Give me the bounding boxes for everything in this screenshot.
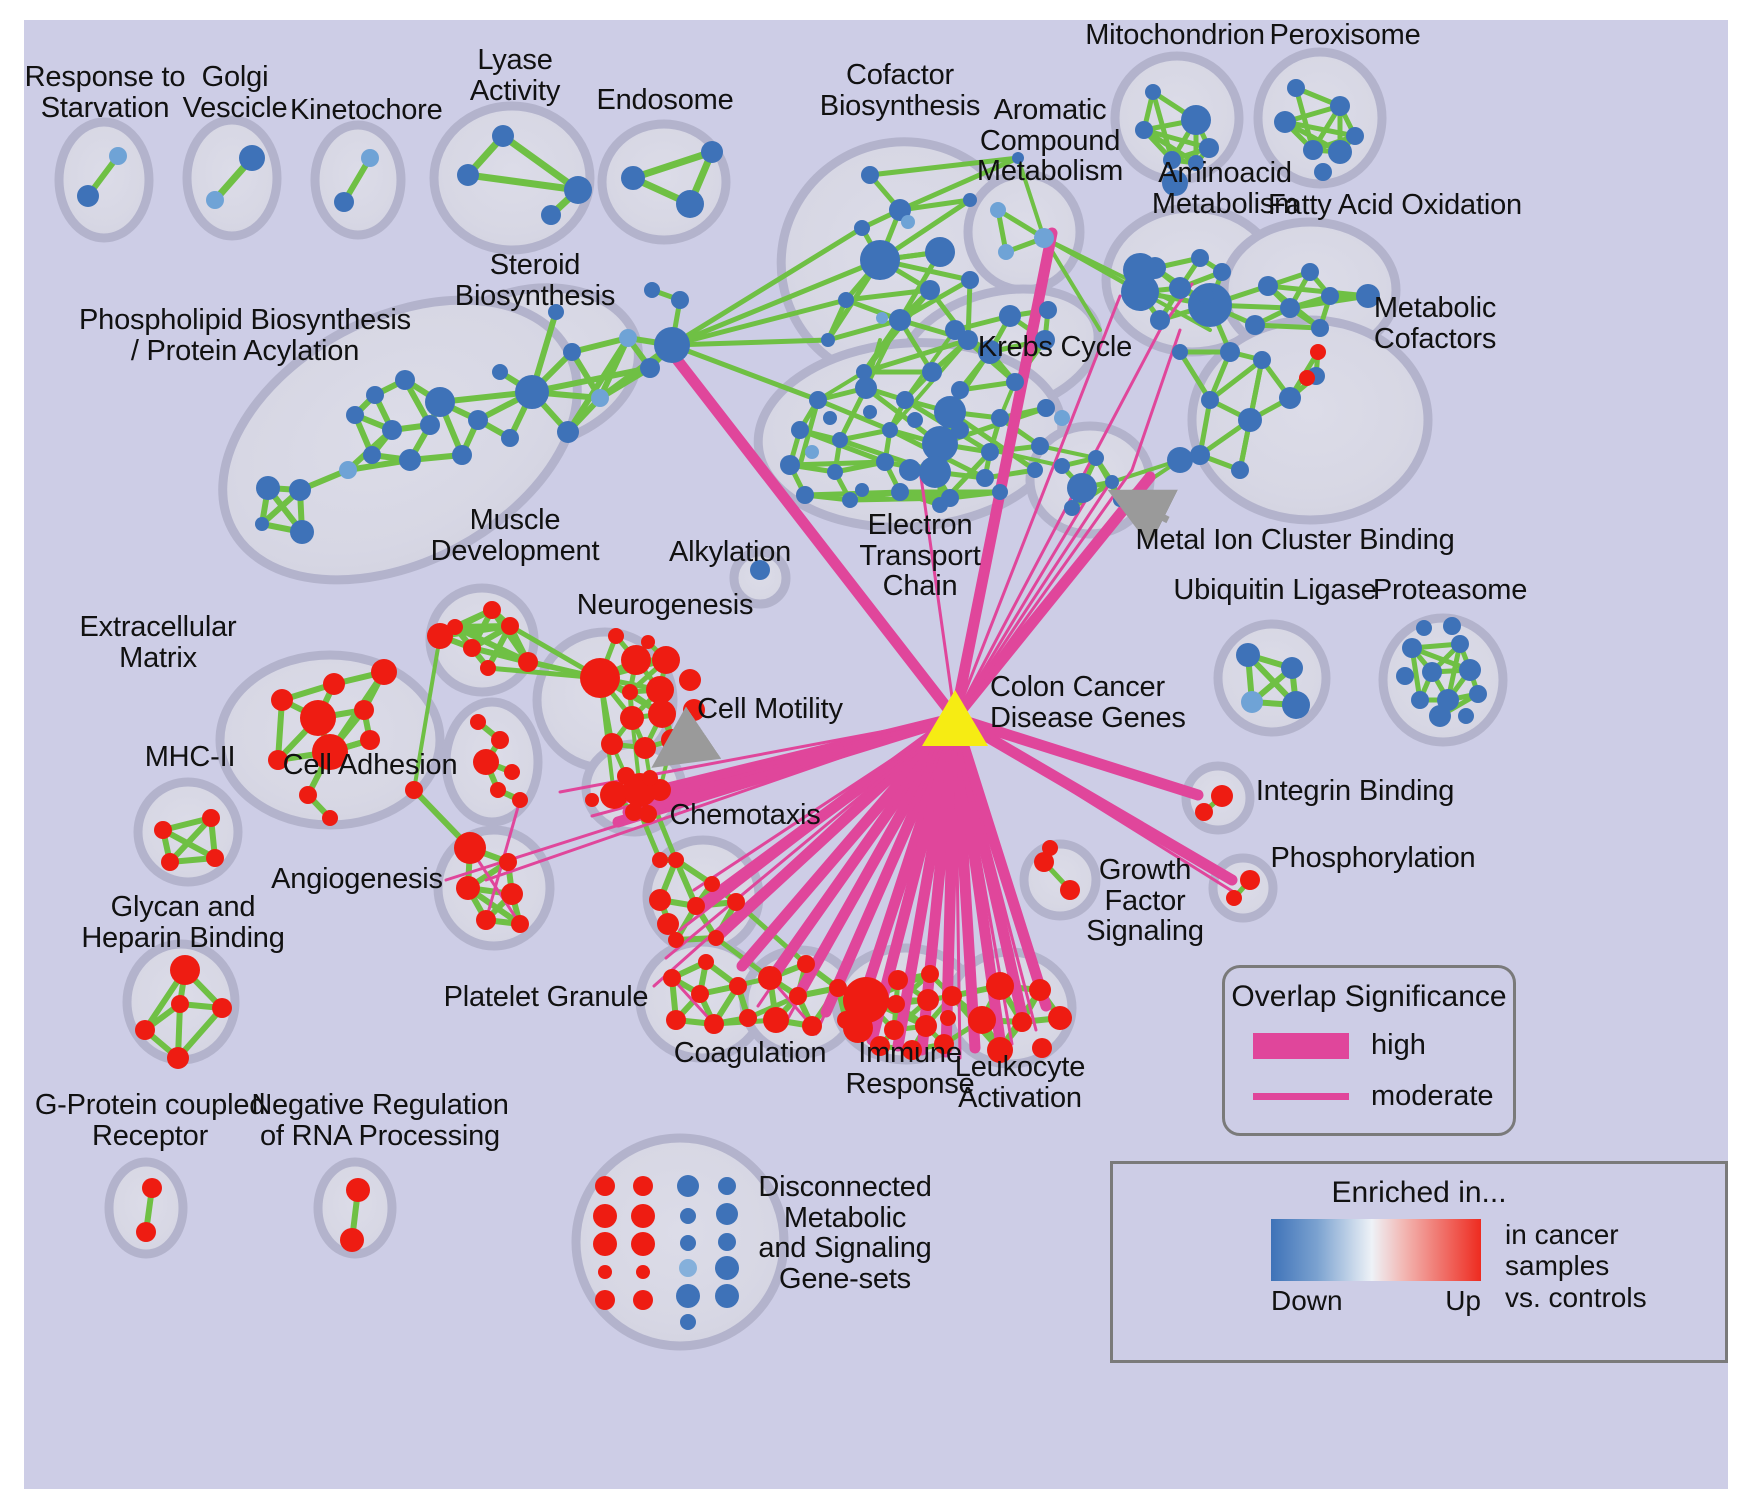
legend-swatch-moderate [1253,1093,1349,1100]
halo-response-to-starvation [54,117,154,243]
label-endosome: Endosome [596,84,734,116]
halo-mhc-ii [133,777,243,887]
label-cell-adhesion: Cell Adhesion [282,749,458,781]
arrow-cell-motility [651,706,722,768]
legend-enriched-caption: in cancer samples vs. controls [1505,1219,1647,1313]
label-chemotaxis: Chemotaxis [669,799,821,831]
label-immune-response: Immune Response [845,1037,975,1100]
label-growth-factor-signaling: Growth Factor Signaling [1086,854,1204,948]
annotation-arrows [651,489,1178,768]
legend-label-high: high [1371,1029,1426,1061]
legend-enriched-in: Enriched in... Down Up in cancer samples… [1110,1161,1728,1363]
label-phosphorylation: Phosphorylation [1270,842,1476,874]
label-angiogenesis: Angiogenesis [271,863,443,895]
label-metal-ion-cluster-binding: Metal Ion Cluster Binding [1135,524,1455,556]
label-mitochondrion: Mitochondrion [1085,19,1265,51]
label-glycan-heparin-binding: Glycan and Heparin Binding [81,891,285,954]
label-disconnected-gene-sets: Disconnected Metabolic and Signaling Gen… [758,1171,932,1296]
label-kinetochore: Kinetochore [290,94,443,126]
label-lyase-activity: Lyase Activity [469,44,561,107]
label-peroxisome: Peroxisome [1269,19,1421,51]
label-platelet-granule: Platelet Granule [443,981,649,1013]
legend-label-up: Up [1445,1285,1481,1316]
label-phospholipid-biosynthesis: Phospholipid Biosynthesis / Protein Acyl… [79,304,411,367]
legend-overlap-title: Overlap Significance [1231,980,1507,1013]
legend-label-moderate: moderate [1371,1080,1494,1112]
label-golgi-vescicle: Golgi Vescicle [182,61,288,124]
label-response-to-starvation: Response to Starvation [24,61,186,124]
label-leukocyte-activation: Leukocyte Activation [954,1051,1086,1114]
label-colon-cancer-disease-genes: Colon Cancer Disease Genes [990,671,1186,734]
legend-overlap-item-moderate: moderate [1253,1080,1513,1113]
label-ubiquitin-ligase: Ubiquitin Ligase [1173,574,1377,606]
label-cell-motility: Cell Motility [697,693,843,725]
label-integrin-binding: Integrin Binding [1255,775,1455,807]
hub-triangle-colon-cancer-disease-genes[interactable] [922,690,988,746]
label-aromatic-compound-metabolism: Aromatic Compound Metabolism [976,94,1124,188]
label-cofactor-biosynthesis: Cofactor Biosynthesis [819,59,981,122]
label-proteasome: Proteasome [1372,574,1528,606]
label-krebs-cycle: Krebs Cycle [977,331,1133,363]
label-steroid-biosynthesis: Steroid Biosynthesis [454,249,616,312]
label-negative-regulation-rna: Negative Regulation of RNA Processing [251,1089,509,1152]
label-muscle-development: Muscle Development [430,504,600,567]
legend-swatch-high [1253,1032,1349,1059]
label-neurogenesis: Neurogenesis [576,589,754,621]
label-electron-transport-chain: Electron Transport Chain [859,509,981,603]
legend-enriched-title: Enriched in... [1331,1176,1507,1209]
label-mhc-ii: MHC-II [144,741,236,773]
arrow-metal-ion [1107,489,1178,547]
label-fatty-acid-oxidation: Fatty Acid Oxidation [1268,189,1522,221]
gene-set-nodes [77,79,1487,1330]
label-extracellular-matrix: Extracellular Matrix [79,611,237,674]
label-aminoacid-metabolism: Aminoacid Metabolism [1151,157,1299,220]
legend-overlap-significance: Overlap Significance high moderate [1222,965,1516,1136]
legend-label-down: Down [1271,1285,1343,1316]
label-metabolic-cofactors: Metabolic Cofactors [1373,292,1497,355]
legend-overlap-item-high: high [1253,1029,1513,1062]
label-g-protein-coupled-receptor: G-Protein coupled Receptor [34,1089,266,1152]
halo-endosome [597,119,731,245]
label-coagulation: Coagulation [673,1037,827,1069]
label-alkylation: Alkylation [668,536,792,568]
legend-color-gradient [1271,1219,1481,1281]
halo-g-protein-coupled-receptor [104,1157,188,1259]
